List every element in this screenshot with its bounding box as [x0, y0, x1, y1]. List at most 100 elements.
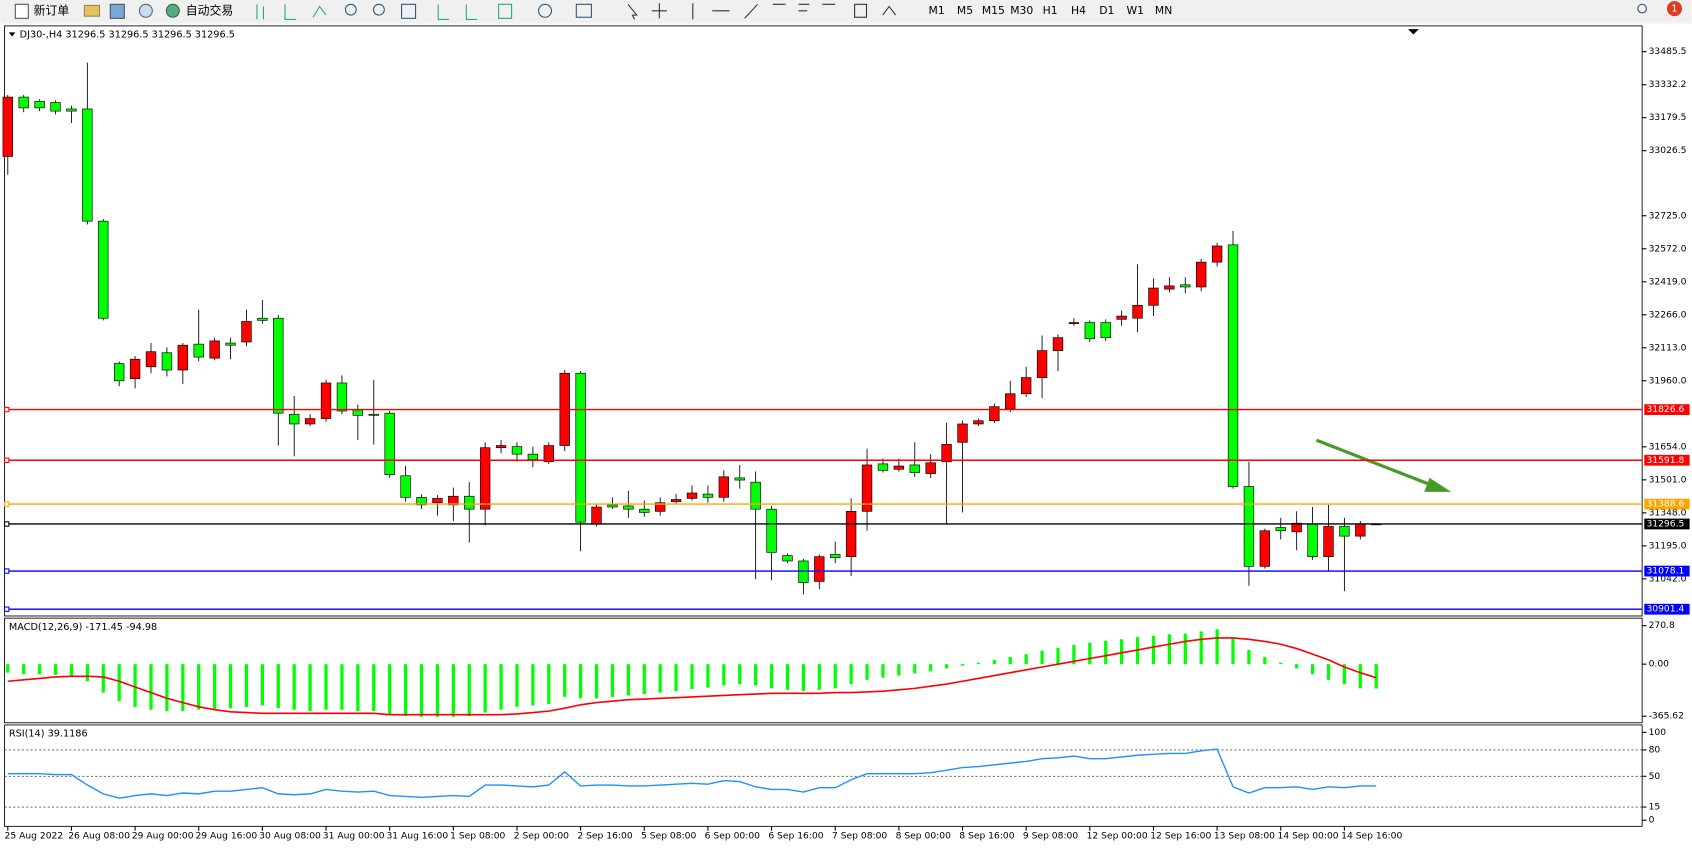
candle-body: [241, 321, 252, 343]
icon[interactable]: [882, 5, 897, 16]
macd-bar: [1183, 633, 1187, 665]
macd-bar: [881, 664, 885, 678]
timeframe-button[interactable]: M5: [957, 4, 973, 17]
macd-bar: [1231, 637, 1235, 665]
macd-bar: [451, 664, 455, 717]
candle-body: [750, 481, 761, 510]
y-tick-label: 31195.0: [1649, 540, 1687, 551]
candle-body: [129, 358, 141, 379]
candle-body: [702, 493, 714, 498]
timeframe-button[interactable]: H4: [1071, 4, 1086, 17]
new-order-icon[interactable]: [14, 3, 29, 19]
notification-badge[interactable]: [1666, 1, 1683, 17]
candle-body: [209, 340, 220, 359]
candle-body: [782, 555, 793, 562]
notification-count: 1: [1671, 4, 1677, 15]
icon[interactable]: [575, 3, 592, 18]
search-icon[interactable]: [1637, 3, 1647, 14]
macd-bar: [1056, 647, 1060, 665]
y-tick-label: 32419.0: [1649, 276, 1687, 287]
x-tick-label: 12 Sep 16:00: [1150, 831, 1211, 842]
macd-bar: [626, 664, 630, 696]
macd-bar: [292, 664, 296, 710]
candle-body: [766, 508, 777, 553]
zoom-out[interactable]: [372, 3, 385, 16]
candle-body: [511, 446, 523, 455]
x-tick-label: 7 Sep 08:00: [832, 831, 887, 842]
candle-body: [845, 511, 857, 557]
candle-body: [623, 505, 634, 510]
macd-bar: [101, 664, 105, 693]
timeframe-button[interactable]: M30: [1010, 4, 1033, 17]
candle-body: [1068, 322, 1080, 324]
level-label-bg: [1644, 565, 1690, 577]
macd-bar: [1008, 657, 1012, 665]
y-tick-label: 80: [1649, 744, 1661, 755]
draw-tools[interactable]: [627, 3, 836, 20]
candle-body: [1084, 322, 1095, 340]
macd-bar: [244, 664, 249, 707]
level-label: 31296.5: [1646, 518, 1684, 529]
macd-bar: [85, 664, 89, 682]
macd-bar: [1167, 634, 1171, 665]
icon[interactable]: [256, 4, 327, 20]
macd-bar: [1151, 635, 1156, 665]
tool-icons[interactable]: [256, 3, 897, 20]
candle-body: [50, 102, 61, 112]
macd-bar: [738, 664, 742, 685]
macd-bar: [1088, 642, 1092, 665]
timeframe-button[interactable]: M1: [929, 4, 945, 17]
auto-trading-icon[interactable]: [165, 3, 180, 18]
new-order-button[interactable]: 新订单: [34, 3, 70, 17]
macd-bar: [944, 664, 949, 669]
icon[interactable]: [538, 3, 553, 18]
macd-bar: [388, 664, 392, 714]
macd-bar: [308, 664, 312, 712]
macd-bar: [403, 664, 408, 717]
y-tick-label: 270.8: [1649, 620, 1675, 631]
level-label-bg: [1644, 603, 1690, 615]
level-handle: [4, 606, 10, 612]
macd-bar: [213, 664, 217, 710]
timeframe-button[interactable]: W1: [1126, 4, 1144, 17]
icon[interactable]: [83, 4, 101, 17]
macd-bar: [228, 664, 233, 709]
candle-body: [543, 445, 554, 463]
zoom-in[interactable]: [344, 3, 357, 16]
trend-arrow: [1315, 438, 1452, 492]
candle-body: [2, 96, 13, 157]
timeframe-button[interactable]: D1: [1099, 4, 1114, 17]
macd-bar: [992, 659, 996, 665]
macd-bar: [1279, 662, 1283, 665]
icon[interactable]: [498, 3, 513, 19]
candle-body: [527, 453, 539, 460]
icon[interactable]: [437, 4, 478, 20]
macd-bar: [690, 664, 694, 690]
macd-panel: [4, 617, 1643, 724]
auto-trading-button[interactable]: 自动交易: [186, 3, 233, 17]
timeframe-button[interactable]: MN: [1155, 4, 1172, 17]
icon[interactable]: [109, 3, 125, 19]
macd-bar: [1215, 629, 1219, 665]
x-tick-label: 25 Aug 2022: [5, 831, 64, 842]
icon[interactable]: [138, 3, 153, 18]
level-label: 31078.1: [1646, 566, 1684, 577]
icon[interactable]: [854, 3, 868, 18]
y-tick-label: 31348.0: [1649, 507, 1687, 518]
arrow-head: [1424, 477, 1452, 492]
timeframe-button[interactable]: H1: [1043, 4, 1058, 17]
y-tick-label: 50: [1649, 771, 1661, 782]
macd-bar: [1374, 664, 1378, 689]
macd-bar: [531, 664, 535, 706]
icon[interactable]: [401, 3, 417, 19]
macd-bar: [356, 664, 360, 712]
candle-body: [495, 445, 507, 449]
macd-bar: [260, 664, 264, 706]
x-tick-label: 31 Aug 00:00: [323, 831, 385, 842]
macd-bar: [69, 664, 74, 676]
macd-bar: [1326, 664, 1331, 680]
candle-body: [1259, 530, 1271, 567]
timeframe-button[interactable]: M15: [982, 4, 1005, 17]
y-tick-label: 31042.0: [1649, 573, 1687, 584]
